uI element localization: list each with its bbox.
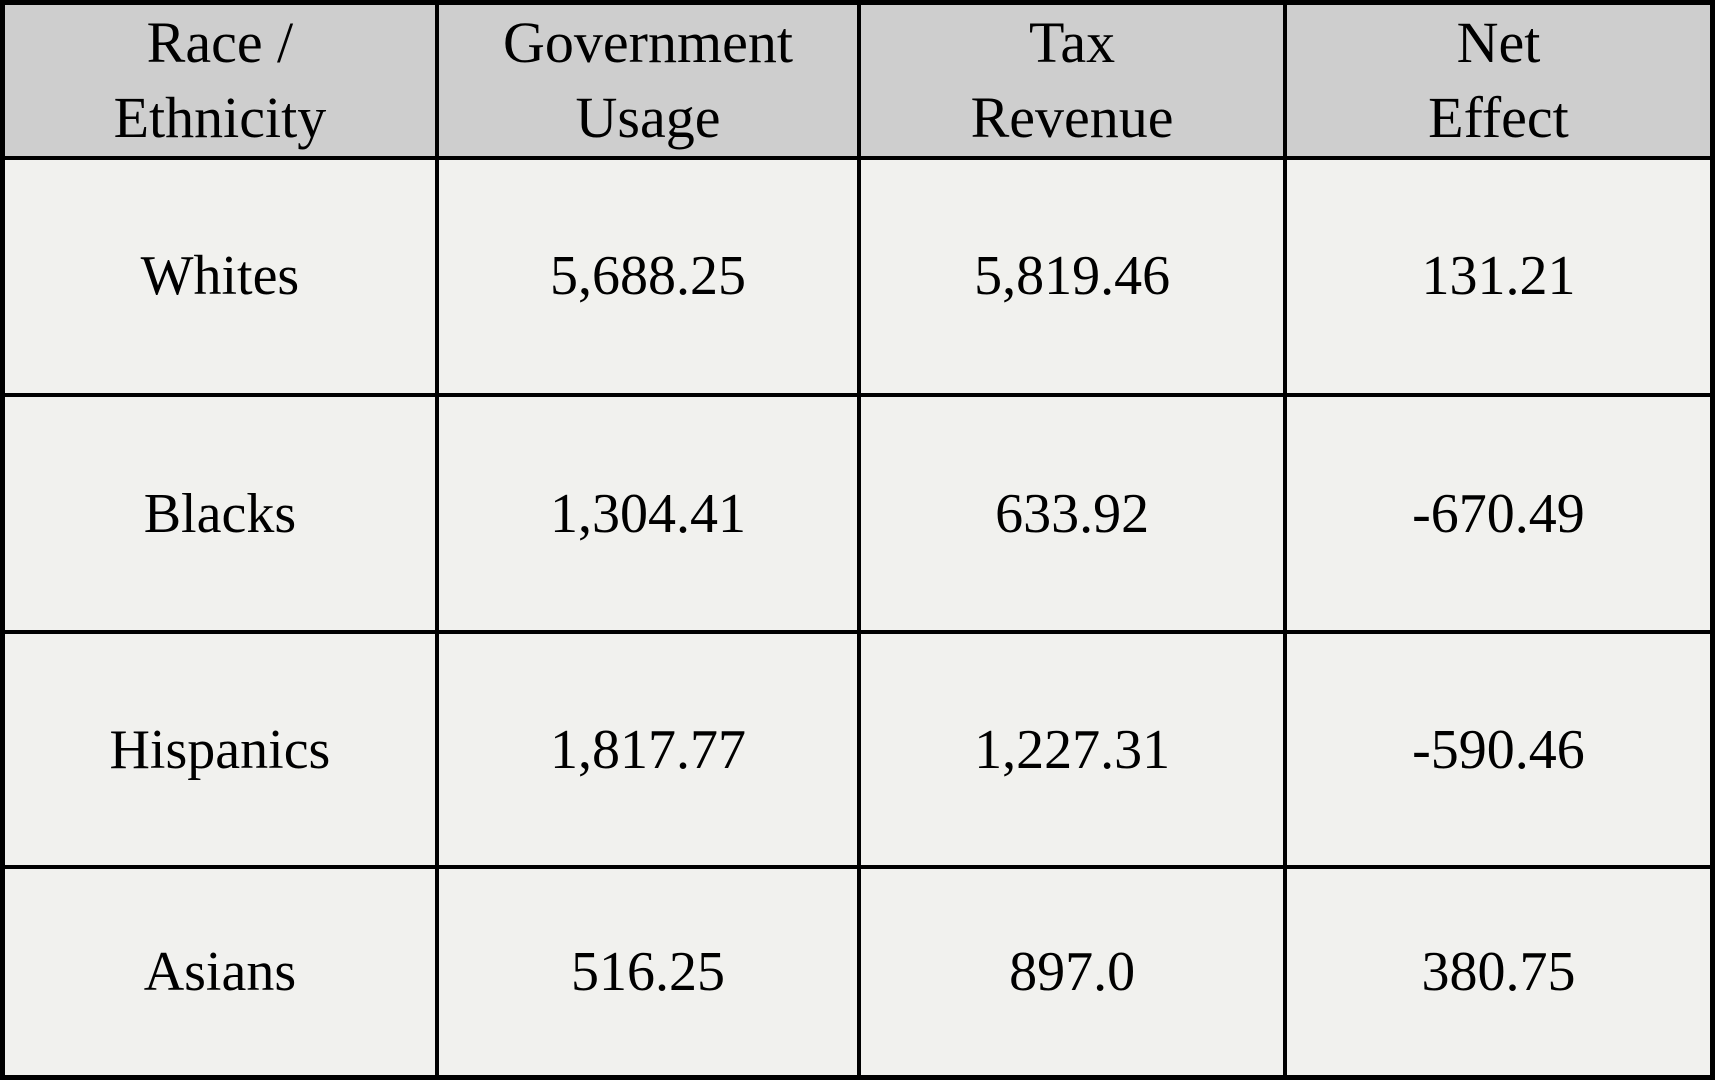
race-label: Blacks: [0, 392, 439, 635]
col-header-race-ethnicity: Race / Ethnicity: [0, 0, 439, 160]
government-usage-value: 1,817.77: [434, 630, 862, 869]
table-row-blacks: Blacks 1,304.41 633.92 -670.49: [0, 392, 1715, 635]
header-row: Race / Ethnicity Government Usage Tax Re…: [0, 0, 1715, 160]
tax-revenue-value: 897.0: [857, 864, 1287, 1080]
col-header-government-usage: Government Usage: [434, 0, 862, 160]
table-row-whites: Whites 5,688.25 5,819.46 131.21: [0, 155, 1715, 397]
net-effect-value: -590.46: [1282, 630, 1715, 869]
col-header-net-effect: Net Effect: [1282, 0, 1715, 160]
race-label: Whites: [0, 155, 439, 397]
race-label: Asians: [0, 864, 439, 1080]
table-row-hispanics: Hispanics 1,817.77 1,227.31 -590.46: [0, 630, 1715, 869]
tax-revenue-value: 1,227.31: [857, 630, 1287, 869]
government-usage-value: 5,688.25: [434, 155, 862, 397]
net-effect-value: 380.75: [1282, 864, 1715, 1080]
table-row-asians: Asians 516.25 897.0 380.75: [0, 864, 1715, 1080]
net-effect-value: 131.21: [1282, 155, 1715, 397]
race-label: Hispanics: [0, 630, 439, 869]
tax-revenue-value: 633.92: [857, 392, 1287, 635]
col-header-tax-revenue: Tax Revenue: [857, 0, 1287, 160]
government-usage-value: 516.25: [434, 864, 862, 1080]
government-usage-value: 1,304.41: [434, 392, 862, 635]
net-effect-value: -670.49: [1282, 392, 1715, 635]
tax-revenue-value: 5,819.46: [857, 155, 1287, 397]
